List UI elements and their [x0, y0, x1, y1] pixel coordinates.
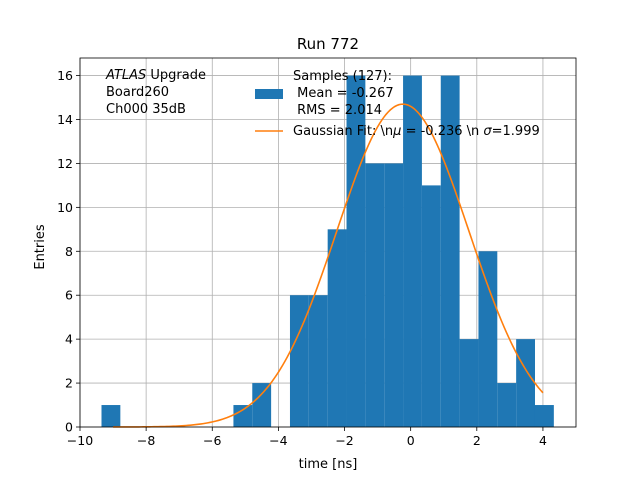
annotation-line-1: ATLAS Upgrade — [105, 68, 206, 83]
histogram-bar — [327, 229, 347, 427]
legend-fit-label: Gaussian Fit: \nμ = -0.236 \n σ=1.999 — [293, 124, 540, 139]
legend-fit-sigma: σ — [483, 124, 492, 139]
gaussian-fit-line — [113, 103, 544, 428]
legend-fit-mu: μ — [392, 124, 401, 139]
histogram-bar — [497, 383, 517, 427]
annotation-rest: Upgrade — [146, 68, 206, 83]
histogram-bar — [516, 339, 535, 427]
legend-swatch-samples — [255, 89, 283, 99]
y-tick-label: 4 — [65, 332, 73, 347]
y-tick-label: 6 — [65, 288, 73, 303]
histogram-bar — [308, 295, 328, 427]
x-tick-label: 4 — [539, 433, 547, 448]
annotation-italic-word: ATLAS — [105, 68, 146, 83]
x-tick-label: 2 — [473, 433, 481, 448]
histogram-bar — [365, 163, 385, 427]
plot-frame — [79, 57, 577, 428]
y-tick-label: 2 — [65, 376, 73, 391]
histogram-bar — [101, 405, 121, 427]
y-tick-label: 14 — [57, 112, 73, 127]
legend-samples-line-1: Samples (127): — [293, 69, 392, 84]
y-tick-label: 0 — [65, 420, 73, 435]
histogram-bar — [534, 405, 554, 427]
y-tick-label: 10 — [57, 200, 73, 215]
legend-fit-part-1: Gaussian Fit: \n — [293, 124, 393, 139]
y-axis-label: Entries — [33, 224, 48, 270]
x-tick-label: 0 — [407, 433, 415, 448]
x-axis-ticks: −10 −8 −6 −4 −2 0 2 4 — [67, 427, 547, 448]
annotation-line-3: Ch000 35dB — [106, 102, 186, 117]
histogram-bar — [421, 185, 441, 427]
legend-fit-part-3: =1.999 — [492, 124, 540, 139]
histogram-bar — [403, 75, 422, 428]
legend-fit-part-2: = -0.236 \n — [401, 124, 483, 139]
legend-samples-line-2: Mean = -0.267 — [293, 86, 394, 101]
histogram-bar — [459, 339, 479, 427]
annotation-text: ATLAS Upgrade Board260 Ch000 35dB — [105, 68, 206, 117]
y-tick-label: 16 — [57, 68, 73, 83]
x-axis-label: time [ns] — [299, 457, 358, 472]
y-axis-ticks: 0 2 4 6 8 10 12 14 16 — [57, 68, 80, 435]
legend-samples-line-3: RMS = 2.014 — [293, 103, 382, 118]
x-tick-label: −4 — [269, 433, 287, 448]
y-tick-label: 8 — [65, 244, 73, 259]
histogram-bar — [233, 405, 253, 427]
histogram-bar — [252, 383, 272, 427]
x-tick-label: −10 — [67, 433, 93, 448]
x-tick-label: −6 — [203, 433, 221, 448]
annotation-line-2: Board260 — [106, 85, 169, 100]
x-tick-label: −2 — [335, 433, 353, 448]
gaussian-fit-curve — [113, 103, 544, 428]
histogram-bar — [384, 163, 404, 427]
legend: Samples (127): Mean = -0.267 RMS = 2.014… — [255, 69, 540, 139]
histogram-bar — [478, 251, 498, 427]
x-tick-label: −8 — [137, 433, 155, 448]
chart-title: Run 772 — [297, 35, 359, 53]
histogram-bar — [289, 295, 309, 427]
y-tick-label: 12 — [57, 156, 73, 171]
